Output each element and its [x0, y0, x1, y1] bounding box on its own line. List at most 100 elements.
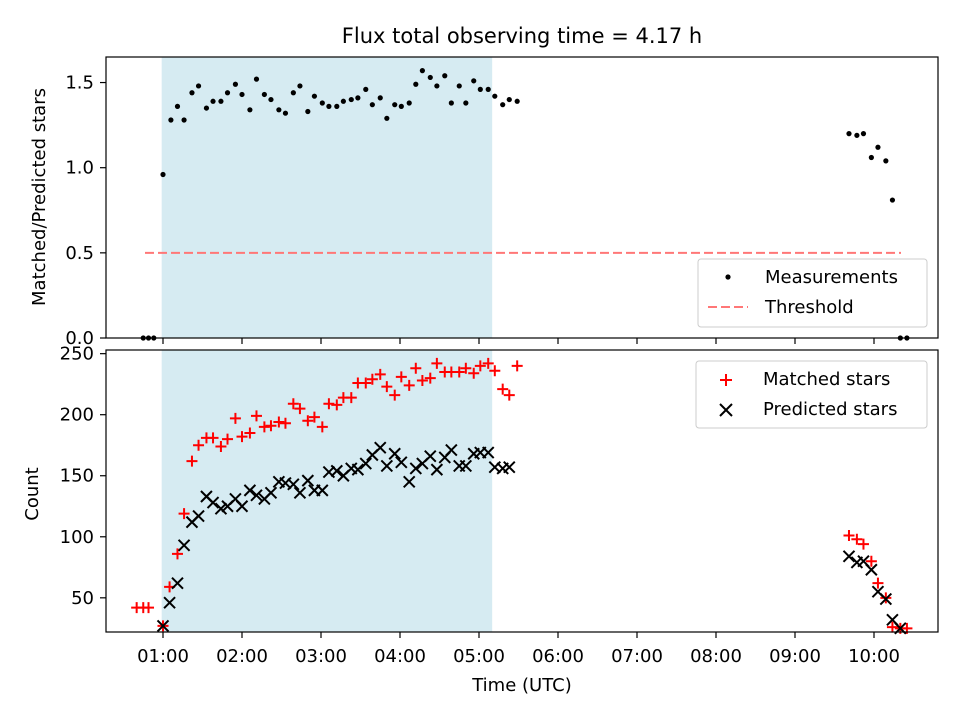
bottom-x-axis: 01:00 02:00 03:00 04:00 05:00 06:00 07:00 08:00…: [137, 632, 900, 667]
matched-star-point: [395, 371, 407, 383]
measurement-point: [160, 171, 166, 178]
predicted-star-point: [214, 502, 228, 515]
legend-measurements-label: Measurements: [765, 267, 898, 288]
bottom-y-axis: 50 100 150 200 250: [60, 344, 106, 609]
predicted-star-point: [459, 459, 473, 473]
measurement-point: [355, 95, 361, 101]
x-tick-label: 07:00: [611, 646, 663, 667]
matched-star-point: [193, 439, 205, 451]
x-tick-label: 10:00: [848, 646, 900, 667]
measurement-point: [384, 115, 390, 121]
measurement-point: [334, 103, 340, 109]
measurement-point: [413, 81, 419, 87]
predicted-star-point: [503, 460, 516, 474]
matched-star-point: [186, 455, 198, 467]
predicted-star-point: [445, 443, 458, 457]
measurement-point: [846, 131, 852, 137]
legend-matched-marker: [720, 374, 732, 386]
measurement-point: [377, 95, 383, 101]
matched-star-point: [360, 377, 372, 389]
top-y-tick-label: 1.5: [65, 73, 94, 94]
matched-star-point: [250, 410, 262, 422]
measurement-point: [247, 107, 253, 113]
measurement-point: [448, 100, 454, 106]
top-y-axis: 0.0 0.5 1.0 1.5: [65, 73, 106, 349]
measurement-point: [860, 131, 867, 137]
measurement-point: [168, 117, 174, 123]
predicted-star-point: [163, 596, 176, 609]
matched-star-point: [222, 433, 234, 445]
matched-stars-series: [131, 357, 913, 634]
measurement-point: [485, 86, 491, 92]
matched-star-point: [843, 530, 855, 542]
measurement-point: [340, 98, 346, 104]
measurement-point: [427, 74, 433, 81]
legend-matched-label: Matched stars: [763, 369, 890, 390]
bottom-y-tick-label: 50: [71, 588, 94, 609]
predicted-star-point: [842, 550, 856, 563]
measurement-point: [514, 98, 520, 104]
matched-star-point: [287, 398, 299, 410]
predicted-star-point: [430, 463, 444, 476]
measurement-point: [442, 73, 448, 79]
matched-star-point: [416, 375, 428, 387]
predicted-star-point: [287, 478, 300, 491]
measurement-point: [434, 83, 440, 89]
legend-threshold-label: Threshold: [764, 297, 854, 318]
predicted-star-point: [293, 486, 307, 500]
matched-star-point: [424, 372, 436, 384]
measurement-point: [406, 100, 412, 106]
measurement-point: [268, 96, 274, 103]
measurement-point: [398, 103, 404, 109]
top-y-axis-label: Matched/Predicted stars: [29, 88, 50, 306]
matched-star-point: [431, 357, 443, 369]
matched-star-point: [236, 431, 248, 443]
predicted-star-point: [380, 459, 394, 473]
bottom-observing-window: [161, 350, 493, 632]
predicted-star-point: [424, 450, 437, 463]
measurement-point: [875, 144, 881, 150]
measurement-point: [363, 86, 369, 92]
predicted-star-point: [243, 484, 257, 497]
predicted-star-point: [409, 462, 423, 475]
predicted-star-point: [206, 496, 220, 509]
matched-star-point: [865, 555, 877, 567]
predicted-star-point: [395, 456, 408, 469]
measurements-series: [140, 68, 910, 341]
predicted-star-point: [264, 486, 278, 500]
measurement-point: [471, 78, 477, 84]
predicted-star-point: [301, 474, 315, 487]
top-plot-frame: [105, 56, 939, 339]
measurement-point: [319, 100, 325, 106]
matched-star-point: [244, 427, 256, 439]
legend-predicted-label: Predicted stars: [763, 399, 897, 420]
measurement-point: [492, 93, 498, 99]
measurement-point: [463, 100, 469, 106]
chart-title: Flux total observing time = 4.17 h: [342, 24, 702, 48]
measurement-point: [195, 83, 202, 89]
measurement-point: [305, 108, 311, 115]
predicted-star-point: [250, 489, 263, 502]
matched-star-point: [215, 440, 227, 452]
matched-star-point: [468, 367, 480, 379]
matched-star-point: [294, 403, 306, 415]
matched-star-point: [171, 548, 183, 560]
measurement-point: [477, 86, 483, 92]
predicted-star-point: [359, 457, 372, 470]
measurement-point: [282, 110, 289, 116]
matched-star-point: [482, 357, 494, 369]
matched-star-point: [308, 411, 320, 423]
matched-star-point: [497, 383, 509, 395]
matched-star-point: [403, 379, 415, 391]
matched-star-point: [345, 392, 357, 404]
predicted-star-point: [316, 484, 329, 497]
measurement-point: [224, 90, 231, 96]
x-tick-label: 01:00: [137, 646, 189, 667]
x-tick-label: 02:00: [216, 646, 268, 667]
predicted-star-point: [865, 563, 878, 576]
bottom-y-tick-label: 100: [60, 527, 94, 548]
measurement-point: [239, 91, 245, 98]
matched-star-point: [410, 362, 422, 374]
measurement-point: [297, 83, 303, 89]
